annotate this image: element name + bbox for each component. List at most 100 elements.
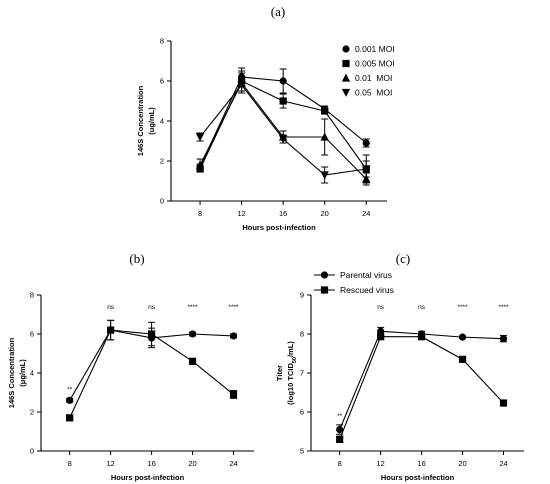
- legend-marker: [342, 59, 350, 68]
- y-tick-label: 5: [300, 447, 304, 456]
- y-axis-title: 146S Concentration: [136, 85, 145, 156]
- y-axis-title: (μg/mL): [18, 359, 27, 387]
- data-point: [66, 414, 74, 422]
- y-tick-label: 8: [160, 37, 164, 46]
- chart-panel-3: (c) 5 6 7 8 9 8 12 16 20 24 Hours post-infection Tit…: [275, 251, 524, 482]
- y-tick-label: 7: [300, 369, 304, 378]
- data-point: [377, 333, 385, 341]
- y-tick-label: 4: [160, 117, 164, 126]
- data-point: [188, 357, 197, 365]
- data-point: [458, 355, 467, 363]
- data-point: [377, 327, 385, 335]
- legend-marker: [341, 73, 351, 82]
- legend: 0.001 MOI 0.005 MOI 0.01 MOI 0.05 MOI: [341, 44, 395, 98]
- data-point: [321, 107, 329, 115]
- data-point: [107, 326, 115, 334]
- significance-label: ****: [498, 304, 509, 311]
- series-2: [336, 333, 508, 443]
- x-tick-label: 12: [376, 459, 384, 468]
- x-tick-label: 16: [279, 209, 287, 218]
- legend-marker: [342, 45, 350, 53]
- x-tick-label: 20: [321, 209, 329, 218]
- legend-label: 0.005 MOI: [355, 59, 395, 69]
- x-axis-title: Hours post-infection: [111, 473, 185, 482]
- data-point: [336, 425, 344, 434]
- panel-label: (c): [396, 251, 410, 266]
- significance-label: ns: [107, 304, 115, 311]
- y-tick-label: 6: [30, 330, 34, 339]
- data-point: [320, 132, 329, 141]
- data-point: [279, 97, 287, 105]
- data-point: [320, 171, 329, 180]
- series-1: [196, 67, 370, 171]
- y-tick-label: 9: [300, 291, 304, 300]
- series-line: [339, 330, 504, 430]
- y-tick-label: 8: [300, 330, 304, 339]
- legend: Parental virus Rescued virus: [314, 270, 394, 295]
- series-line: [339, 336, 504, 440]
- y-tick-label: 0: [160, 197, 164, 206]
- data-point: [279, 77, 287, 85]
- x-axis-title: Hours post-infection: [381, 473, 455, 482]
- data-point: [237, 81, 246, 90]
- significance-label: ns: [418, 304, 426, 311]
- significance-label: ns: [377, 304, 385, 311]
- y-tick-label: 0: [30, 447, 34, 456]
- y-axis-title: (log10 TCID50/mL): [286, 341, 298, 405]
- legend-marker: [320, 271, 329, 279]
- x-tick-label: 24: [362, 209, 370, 218]
- data-point: [147, 330, 156, 338]
- series-2: [66, 319, 238, 422]
- x-tick-label: 12: [237, 209, 245, 218]
- data-point: [458, 333, 467, 341]
- legend-label: 0.01 MOI: [355, 73, 392, 83]
- x-tick-label: 24: [229, 459, 237, 468]
- x-tick-label: 16: [147, 459, 155, 468]
- y-axis-title: Titer: [275, 365, 284, 381]
- panel-label: (a): [271, 4, 285, 19]
- data-point: [195, 160, 205, 169]
- legend-marker: [341, 88, 351, 97]
- data-point: [278, 135, 288, 144]
- x-tick-label: 20: [458, 459, 466, 468]
- x-axis-title: Hours post-infection: [242, 223, 316, 232]
- significance-label: ns: [148, 304, 156, 311]
- data-point: [336, 435, 344, 443]
- data-point: [362, 139, 370, 147]
- data-point: [188, 330, 197, 338]
- x-tick-label: 24: [499, 459, 507, 468]
- legend-label: Parental virus: [340, 270, 392, 280]
- significance-label: **: [67, 386, 73, 393]
- data-point: [362, 165, 371, 174]
- x-tick-label: 16: [417, 459, 425, 468]
- x-tick-label: 8: [198, 209, 202, 218]
- legend-marker: [320, 286, 329, 294]
- y-tick-label: 2: [30, 408, 34, 417]
- panel-label: (b): [129, 251, 144, 266]
- data-point: [229, 332, 238, 340]
- data-point: [66, 396, 74, 404]
- y-axis-title: 146S Concentration: [7, 337, 16, 408]
- data-point: [417, 333, 426, 341]
- significance-label: ****: [187, 304, 198, 311]
- legend-label: 0.001 MOI: [355, 44, 395, 54]
- y-tick-label: 8: [30, 291, 34, 300]
- data-point: [499, 399, 508, 407]
- significance-label: ****: [228, 304, 239, 311]
- x-tick-label: 12: [106, 459, 114, 468]
- data-point: [499, 335, 508, 343]
- x-tick-label: 20: [188, 459, 196, 468]
- series-1: [336, 326, 508, 435]
- y-tick-label: 2: [160, 157, 164, 166]
- x-tick-label: 8: [338, 459, 342, 468]
- significance-label: ****: [457, 304, 468, 311]
- legend-label: Rescued virus: [340, 285, 394, 295]
- data-point: [229, 390, 238, 399]
- legend-label: 0.05 MOI: [355, 88, 392, 98]
- y-axis-title: (ug/mL): [147, 107, 156, 135]
- x-tick-label: 8: [68, 459, 72, 468]
- data-point: [195, 133, 205, 142]
